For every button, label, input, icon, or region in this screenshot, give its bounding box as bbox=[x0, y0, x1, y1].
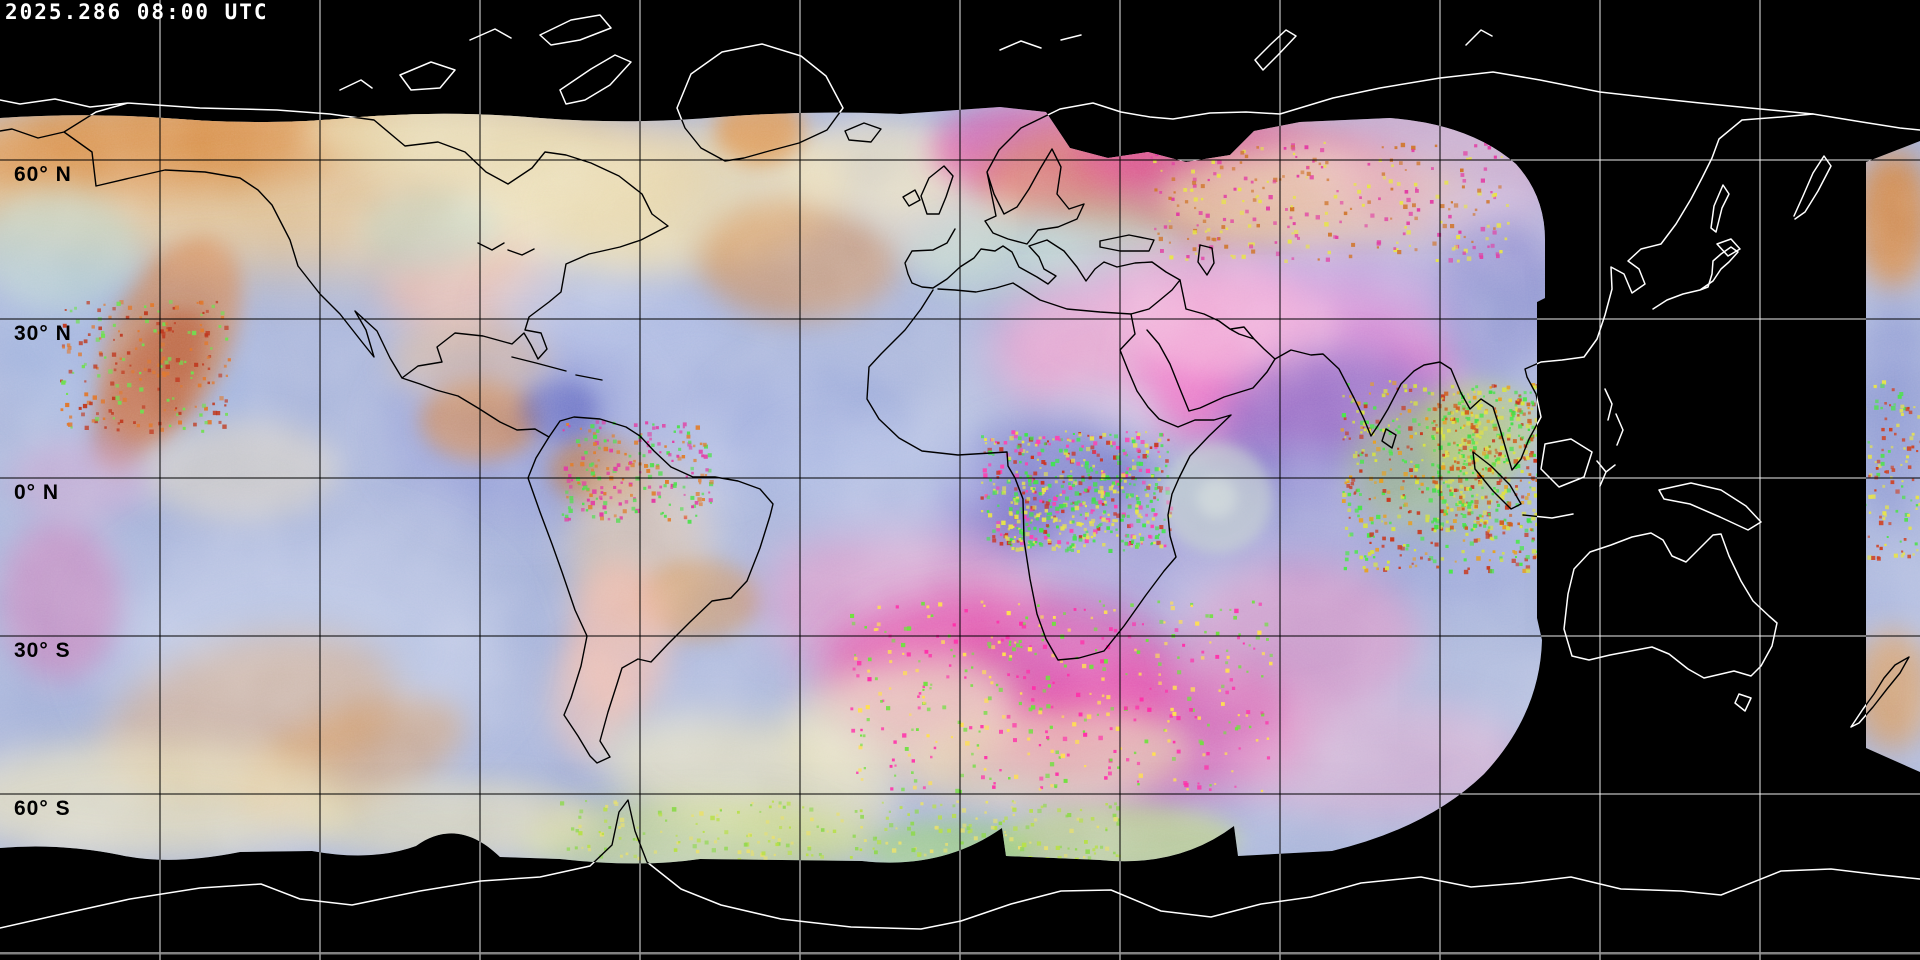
glint-circle bbox=[1162, 443, 1272, 553]
